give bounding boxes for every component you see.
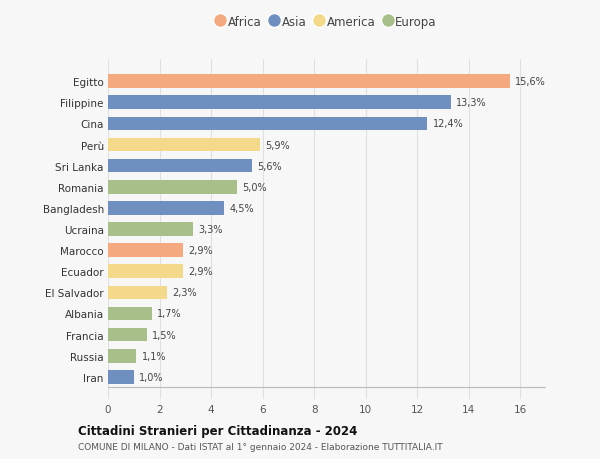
Bar — [108, 307, 152, 321]
Text: 5,0%: 5,0% — [242, 182, 266, 192]
Bar — [108, 75, 510, 89]
Bar — [108, 159, 252, 173]
Bar — [108, 117, 427, 131]
Text: 12,4%: 12,4% — [433, 119, 463, 129]
Bar — [108, 202, 224, 215]
Text: 2,9%: 2,9% — [188, 267, 212, 277]
Text: 2,3%: 2,3% — [172, 288, 197, 298]
Text: 3,3%: 3,3% — [198, 224, 223, 235]
Bar — [108, 286, 167, 300]
Bar — [108, 244, 183, 257]
Text: 5,6%: 5,6% — [257, 161, 282, 171]
Bar — [108, 349, 136, 363]
Bar — [108, 265, 183, 279]
Text: COMUNE DI MILANO - Dati ISTAT al 1° gennaio 2024 - Elaborazione TUTTITALIA.IT: COMUNE DI MILANO - Dati ISTAT al 1° genn… — [78, 442, 443, 451]
Text: 13,3%: 13,3% — [456, 98, 487, 108]
Text: 15,6%: 15,6% — [515, 77, 546, 87]
Legend: Africa, Asia, America, Europa: Africa, Asia, America, Europa — [212, 11, 442, 34]
Text: 1,1%: 1,1% — [142, 351, 166, 361]
Bar — [108, 180, 237, 194]
Text: 1,0%: 1,0% — [139, 372, 163, 382]
Bar — [108, 96, 451, 110]
Text: 1,5%: 1,5% — [152, 330, 176, 340]
Text: Cittadini Stranieri per Cittadinanza - 2024: Cittadini Stranieri per Cittadinanza - 2… — [78, 424, 358, 437]
Bar — [108, 223, 193, 236]
Text: 2,9%: 2,9% — [188, 246, 212, 256]
Bar — [108, 370, 134, 384]
Text: 4,5%: 4,5% — [229, 203, 254, 213]
Text: 5,9%: 5,9% — [265, 140, 290, 150]
Bar — [108, 138, 260, 152]
Bar — [108, 328, 146, 342]
Text: 1,7%: 1,7% — [157, 309, 182, 319]
